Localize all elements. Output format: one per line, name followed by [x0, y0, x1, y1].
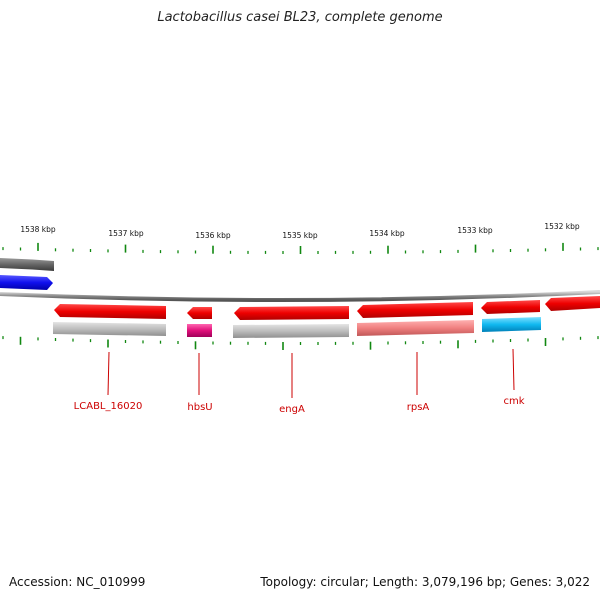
label-leader-lines: [107, 348, 515, 398]
topology-text: Topology: circular; Length: 3,079,196 bp…: [260, 575, 590, 589]
feature-bar-enga[interactable]: [233, 324, 349, 338]
gene-labels: LCABL_16020 hbsU engA rpsA cmk: [74, 396, 525, 415]
leader-line-lcabl-16020: [107, 351, 110, 396]
gene-label-lcabl-16020[interactable]: LCABL_16020: [74, 401, 143, 412]
scale-label-1538: 1538 kbp: [20, 225, 56, 234]
feature-track: [53, 317, 541, 338]
gene-label-cmk[interactable]: cmk: [503, 396, 524, 407]
gene-arrow-rpsa[interactable]: [357, 302, 473, 318]
scale-label-1536: 1536 kbp: [195, 231, 231, 240]
scale-label-1533: 1533 kbp: [457, 226, 493, 235]
gene-arrow-lcabl-16020[interactable]: [54, 304, 166, 319]
scale-label-1537: 1537 kbp: [108, 229, 144, 238]
gene-arrow-enga[interactable]: [234, 306, 349, 320]
feature-bar-cmk[interactable]: [482, 317, 541, 332]
scale-labels: 1538 kbp 1537 kbp 1536 kbp 1535 kbp 1534…: [20, 222, 580, 240]
feature-bar-rpsa[interactable]: [357, 320, 474, 336]
gene-arrow-cmk[interactable]: [481, 300, 540, 314]
gene-label-hbsu[interactable]: hbsU: [187, 402, 212, 413]
feature-bar-hbsu[interactable]: [187, 324, 212, 337]
scale-label-1535: 1535 kbp: [282, 231, 318, 240]
inner-tick-marks: [2, 336, 599, 350]
accession-text: Accession: NC_010999: [9, 575, 146, 589]
outer-feature-blue[interactable]: [0, 275, 53, 290]
gene-arrow-next[interactable]: [545, 296, 600, 311]
feature-bar-lcabl-16020[interactable]: [53, 322, 166, 336]
scale-label-1534: 1534 kbp: [369, 229, 405, 238]
leader-line-cmk: [512, 348, 515, 391]
genome-title: Lactobacillus casei BL23, complete genom…: [157, 10, 443, 25]
gene-arrow-hbsu[interactable]: [187, 307, 212, 319]
gene-label-rpsa[interactable]: rpsA: [407, 402, 430, 413]
scale-label-1532: 1532 kbp: [544, 222, 580, 231]
outer-feature-dark[interactable]: [0, 258, 54, 271]
outer-tick-marks: [2, 242, 599, 254]
gene-track: [54, 296, 600, 320]
gene-label-enga[interactable]: engA: [279, 404, 305, 415]
genome-backbone: [0, 290, 600, 303]
